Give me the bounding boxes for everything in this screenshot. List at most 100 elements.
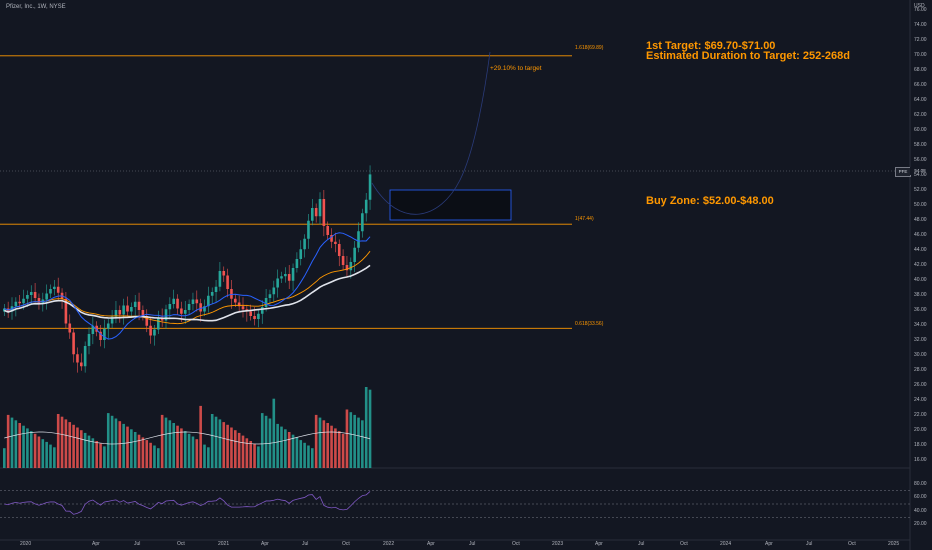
volume-bar xyxy=(234,430,237,468)
time-axis-label: 2025 xyxy=(888,541,900,547)
target-annotation: 1st Target: $69.70-$71.00 xyxy=(646,40,776,52)
time-axis-label: Oct xyxy=(680,541,688,547)
price-axis-label: 44.00 xyxy=(914,247,927,253)
candle-body xyxy=(311,208,314,221)
candle-body xyxy=(291,268,295,281)
price-axis-label: 36.00 xyxy=(914,307,927,313)
volume-bar xyxy=(130,429,133,468)
volume-bar xyxy=(318,417,322,468)
candle-body xyxy=(145,316,149,326)
volume-bar xyxy=(222,422,226,468)
fib-label-1: 1(47.44) xyxy=(575,216,594,222)
time-axis-label: Apr xyxy=(595,541,603,547)
volume-bar xyxy=(180,428,183,468)
symbol-price-tag: PFE xyxy=(895,167,911,177)
time-axis-label: Apr xyxy=(92,541,100,547)
candle-body xyxy=(37,298,41,304)
time-axis-label: Apr xyxy=(427,541,435,547)
candle-body xyxy=(326,226,329,235)
volume-bar xyxy=(53,447,56,468)
candle-body xyxy=(133,301,137,307)
candle-body xyxy=(322,199,326,226)
candle-body xyxy=(18,301,21,304)
candle-body xyxy=(268,294,272,298)
volume-bar xyxy=(349,412,353,468)
candle-body xyxy=(210,292,214,296)
candle-body xyxy=(353,247,356,262)
candle-body xyxy=(299,249,303,259)
candle-body xyxy=(195,299,199,304)
candle-body xyxy=(257,313,260,319)
currency-label: USD xyxy=(914,3,925,9)
volume-bar xyxy=(91,438,95,468)
candle-body xyxy=(122,305,125,315)
candle-body xyxy=(118,310,122,315)
candle-body xyxy=(110,316,114,324)
candle-body xyxy=(330,235,333,242)
candle-body xyxy=(29,292,33,295)
candle-body xyxy=(45,293,48,300)
volume-bar xyxy=(195,439,199,468)
candle-body xyxy=(264,298,268,307)
volume-bar xyxy=(284,429,287,468)
volume-bar xyxy=(207,447,210,468)
candle-body xyxy=(191,299,195,304)
candle-body xyxy=(287,274,291,281)
volume-bar xyxy=(80,430,83,468)
candle-body xyxy=(280,276,283,279)
volume-bar xyxy=(337,431,341,468)
volume-bar xyxy=(353,414,356,468)
volume-bar xyxy=(18,423,21,468)
time-axis-label: 2021 xyxy=(218,541,230,547)
candle-body xyxy=(26,295,29,299)
candle-body xyxy=(341,256,345,265)
candle-body xyxy=(64,298,68,324)
volume-bar xyxy=(145,440,149,468)
candle-body xyxy=(164,309,168,321)
candle-body xyxy=(207,295,210,307)
volume-bar xyxy=(45,441,48,468)
price-axis-label: 64.00 xyxy=(914,97,927,103)
price-axis-label: 30.00 xyxy=(914,352,927,358)
volume-bar xyxy=(160,414,164,468)
volume-bar xyxy=(95,441,98,468)
time-axis-label: 2022 xyxy=(383,541,395,547)
candle-body xyxy=(241,306,245,310)
volume-bar xyxy=(172,423,175,468)
price-axis-label: 60.00 xyxy=(914,127,927,133)
volume-bar xyxy=(299,440,303,468)
volume-bar xyxy=(230,427,233,468)
volume-bar xyxy=(87,435,91,468)
time-axis-label: Jul xyxy=(638,541,645,547)
volume-bar xyxy=(199,405,202,468)
volume-bar xyxy=(33,433,37,468)
volume-bar xyxy=(361,420,364,468)
ma-white xyxy=(4,264,371,322)
candle-body xyxy=(14,301,18,307)
ma-orange xyxy=(4,250,371,325)
rsi-axis-label: 80.00 xyxy=(914,480,927,487)
time-axis-label: Apr xyxy=(765,541,773,547)
candle-body xyxy=(357,231,360,248)
volume-bar xyxy=(14,420,18,468)
candle-body xyxy=(361,213,364,232)
candle-body xyxy=(83,346,87,367)
candle-body xyxy=(141,310,145,316)
volume-bar xyxy=(76,427,79,468)
volume-bar xyxy=(99,443,102,468)
candle-body xyxy=(199,303,202,312)
volume-bar xyxy=(341,433,345,468)
candle-body xyxy=(56,286,60,293)
volume-bar xyxy=(210,414,214,468)
candle-body xyxy=(130,307,133,312)
volume-bar xyxy=(164,417,168,468)
volume-ma-line xyxy=(4,431,371,445)
price-axis-label: 62.00 xyxy=(914,112,927,118)
candle-body xyxy=(72,332,75,355)
candle-body xyxy=(99,331,102,340)
volume-bar xyxy=(168,420,172,468)
candle-body xyxy=(126,305,129,312)
candle-body xyxy=(303,238,306,250)
